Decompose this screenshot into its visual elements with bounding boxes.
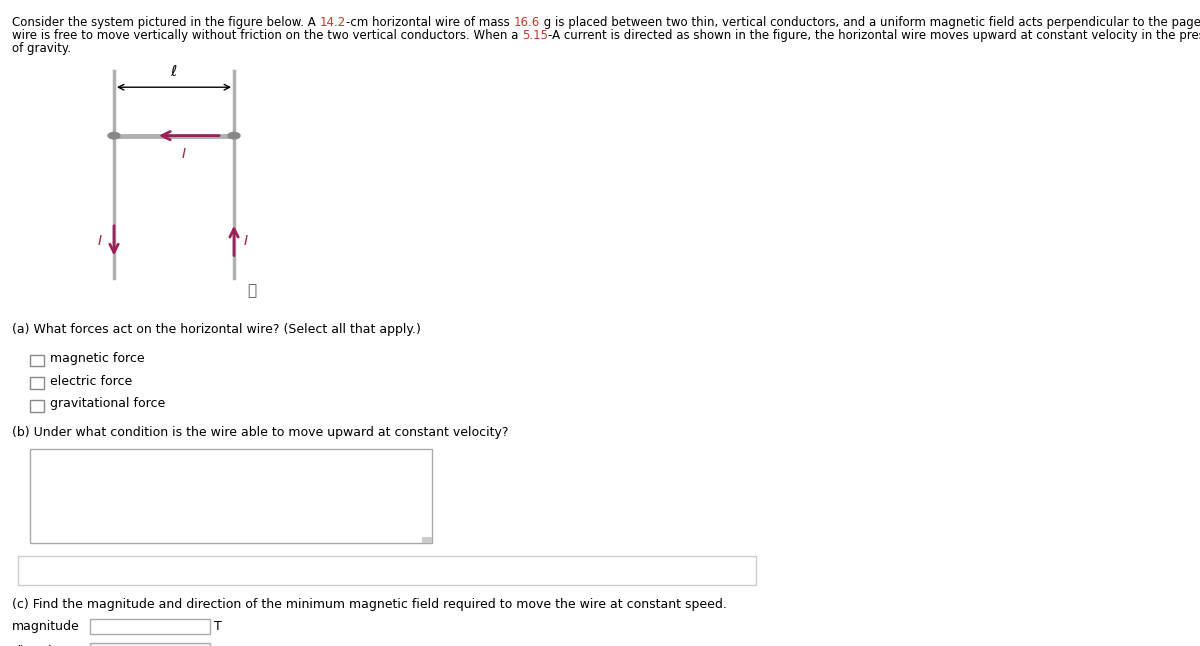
Text: 14.2: 14.2 [319,16,346,29]
Text: 5.15: 5.15 [522,29,548,42]
Text: $\ell$: $\ell$ [170,65,178,79]
Bar [18,556,756,585]
Bar [90,643,210,646]
Bar [30,377,44,389]
Text: direction: direction [12,645,67,646]
Text: gravitational force: gravitational force [50,397,166,410]
Text: This answer has not been graded yet.: This answer has not been graded yet. [30,563,254,577]
Text: T: T [214,620,221,633]
Text: wire is free to move vertically without friction on the two vertical conductors.: wire is free to move vertically without … [12,29,522,42]
Bar [30,400,44,412]
Text: (b) Under what condition is the wire able to move upward at constant velocity?: (b) Under what condition is the wire abl… [12,426,509,439]
Text: -cm horizontal wire of mass: -cm horizontal wire of mass [346,16,514,29]
Text: I: I [244,234,247,247]
Bar [422,537,432,543]
Text: I: I [98,234,102,247]
Circle shape [108,132,120,139]
Text: Consider the system pictured in the figure below. A: Consider the system pictured in the figu… [12,16,319,29]
Text: magnitude: magnitude [12,620,79,633]
Bar [30,449,432,543]
Text: (a) What forces act on the horizontal wire? (Select all that apply.): (a) What forces act on the horizontal wi… [12,323,421,336]
Bar [30,355,44,366]
Text: magnetic force: magnetic force [50,352,145,365]
Text: 16.6: 16.6 [514,16,540,29]
Text: ⓘ: ⓘ [247,283,257,298]
Text: -A current is directed as shown in the figure, the horizontal wire moves upward : -A current is directed as shown in the f… [548,29,1200,42]
Text: of gravity.: of gravity. [12,42,71,55]
Text: (c) Find the magnitude and direction of the minimum magnetic field required to m: (c) Find the magnitude and direction of … [12,598,727,610]
Text: I: I [181,147,186,162]
Text: g is placed between two thin, vertical conductors, and a uniform magnetic field : g is placed between two thin, vertical c… [540,16,1200,29]
Bar [90,619,210,634]
Text: electric force: electric force [50,375,133,388]
Circle shape [228,132,240,139]
